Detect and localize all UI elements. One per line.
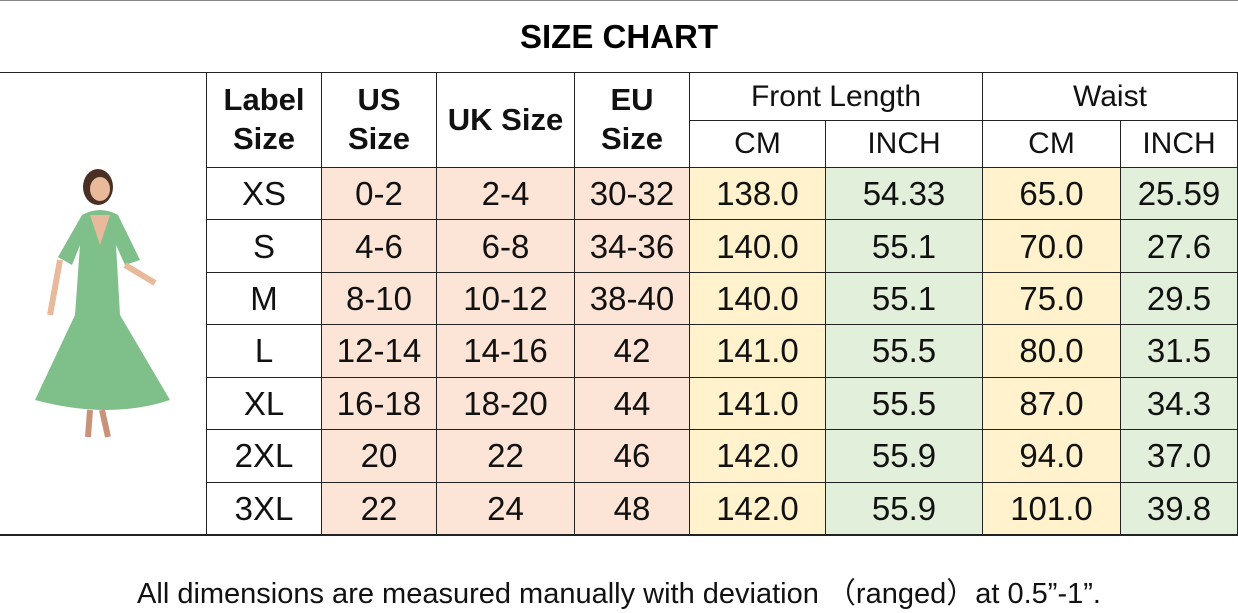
table-cell: XL <box>207 377 322 431</box>
table-cell: 24 <box>437 482 575 535</box>
group-header: Waist <box>983 73 1238 121</box>
table-cell: 34-36 <box>575 220 690 273</box>
unit-header: INCH <box>1121 121 1238 168</box>
table-cell: 142.0 <box>690 430 826 483</box>
table-cell: S <box>207 220 322 273</box>
table-cell: 37.0 <box>1121 430 1238 483</box>
table-cell: 142.0 <box>690 482 826 535</box>
header-cell: EU Size <box>575 73 690 168</box>
table-cell: 138.0 <box>690 168 826 221</box>
table-cell: 46 <box>575 430 690 483</box>
table-cell: 42 <box>575 325 690 378</box>
table-cell: 6-8 <box>437 220 575 273</box>
table-cell: 16-18 <box>322 377 437 431</box>
table-cell: 141.0 <box>690 377 826 431</box>
group-header: Front Length <box>690 73 983 121</box>
table-cell: 38-40 <box>575 272 690 326</box>
table-cell: 0-2 <box>322 168 437 221</box>
table-cell: 70.0 <box>983 220 1121 273</box>
table-cell: 87.0 <box>983 377 1121 431</box>
table-cell: 94.0 <box>983 430 1121 483</box>
unit-header: CM <box>690 121 826 168</box>
table-cell: 54.33 <box>826 168 983 221</box>
table-cell: 10-12 <box>437 272 575 326</box>
title: SIZE CHART <box>0 0 1238 73</box>
table-cell: 30-32 <box>575 168 690 221</box>
table-cell: 12-14 <box>322 325 437 378</box>
table-cell: 3XL <box>207 482 322 535</box>
table-cell: 20 <box>322 430 437 483</box>
table-cell: 34.3 <box>1121 377 1238 431</box>
table-cell: 48 <box>575 482 690 535</box>
table-cell: 55.1 <box>826 220 983 273</box>
model-image <box>35 169 170 438</box>
table-cell: L <box>207 325 322 378</box>
table-cell: 80.0 <box>983 325 1121 378</box>
table-cell: 18-20 <box>437 377 575 431</box>
header-cell: US Size <box>322 73 437 168</box>
table-cell: 44 <box>575 377 690 431</box>
table-cell: 8-10 <box>322 272 437 326</box>
table-cell: 55.9 <box>826 430 983 483</box>
header-cell: Label Size <box>207 73 322 168</box>
table-cell: 25.59 <box>1121 168 1238 221</box>
table-cell: 55.9 <box>826 482 983 535</box>
table-cell: 55.5 <box>826 377 983 431</box>
table-cell: 22 <box>437 430 575 483</box>
table-cell: 101.0 <box>983 482 1121 535</box>
table-cell: 141.0 <box>690 325 826 378</box>
table-cell: 2XL <box>207 430 322 483</box>
table-cell: M <box>207 272 322 326</box>
table-cell: 39.8 <box>1121 482 1238 535</box>
table-cell: 140.0 <box>690 220 826 273</box>
unit-header: CM <box>983 121 1121 168</box>
table-cell: 4-6 <box>322 220 437 273</box>
table-cell: 27.6 <box>1121 220 1238 273</box>
table-cell: 31.5 <box>1121 325 1238 378</box>
footnote: All dimensions are measured manually wit… <box>137 578 1101 610</box>
table-cell: 14-16 <box>437 325 575 378</box>
table-cell: 75.0 <box>983 272 1121 326</box>
table-cell: 65.0 <box>983 168 1121 221</box>
table-cell: 55.5 <box>826 325 983 378</box>
table-cell: XS <box>207 168 322 221</box>
unit-header: INCH <box>826 121 983 168</box>
table-cell: 22 <box>322 482 437 535</box>
header-cell: UK Size <box>437 73 575 168</box>
table-cell: 2-4 <box>437 168 575 221</box>
table-cell: 140.0 <box>690 272 826 326</box>
table-cell: 55.1 <box>826 272 983 326</box>
table-cell: 29.5 <box>1121 272 1238 326</box>
table-border <box>206 73 208 535</box>
